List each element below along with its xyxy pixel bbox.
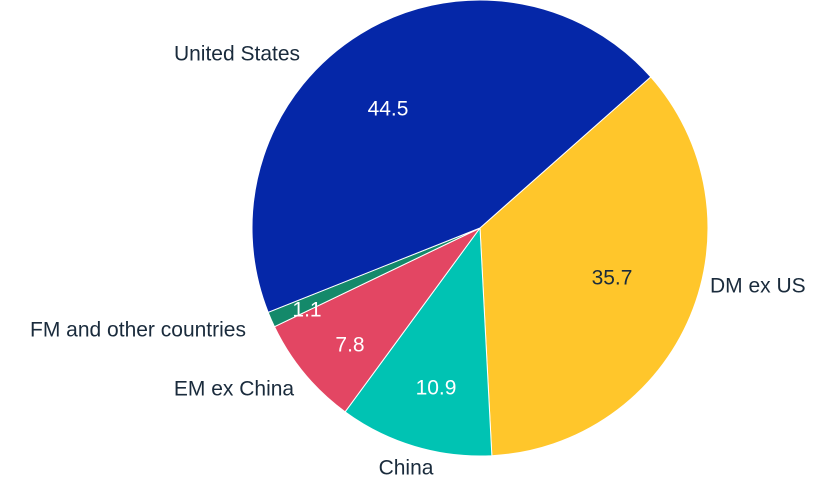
category-label: China — [379, 457, 434, 480]
category-label: FM and other countries — [30, 319, 246, 342]
pie-slice-united-states — [251, 0, 652, 313]
value-label: 10.9 — [416, 377, 457, 400]
value-label: 1.1 — [292, 299, 321, 322]
category-label: EM ex China — [174, 378, 295, 401]
pie-slice-em-ex-china — [273, 227, 481, 413]
value-label: 35.7 — [592, 267, 633, 290]
pie-slice-china — [344, 226, 493, 457]
value-label: 7.8 — [335, 334, 364, 357]
category-label: United States — [174, 43, 300, 66]
pie-slice-dm-ex-us — [479, 76, 709, 457]
category-label: DM ex US — [710, 275, 806, 298]
value-label: 44.5 — [368, 98, 409, 121]
